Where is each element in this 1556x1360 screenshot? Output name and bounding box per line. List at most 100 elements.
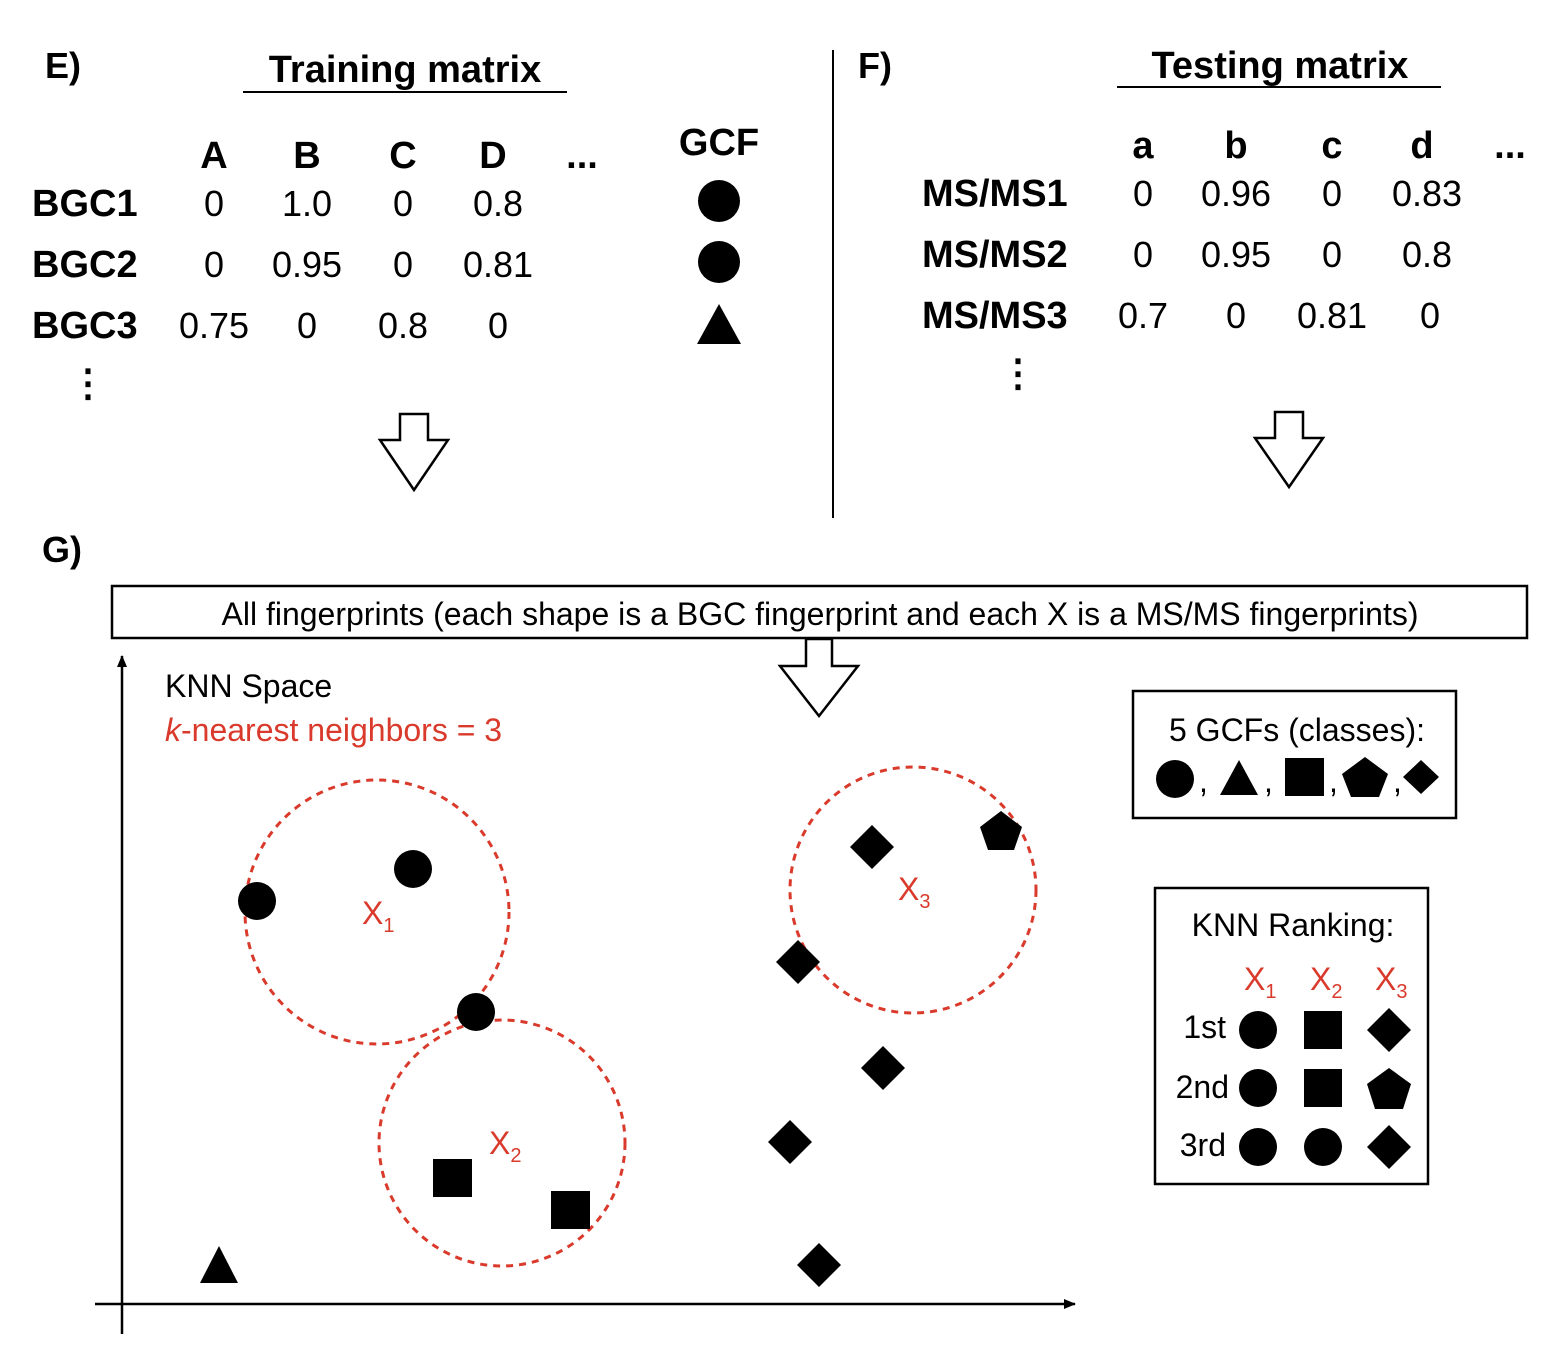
fingerprints-caption: All fingerprints (each shape is a BGC fi… (222, 596, 1419, 632)
train-col-header: C (389, 135, 416, 177)
diamond-icon (1367, 1125, 1411, 1169)
msms-row-label: MS/MS1 (922, 173, 1068, 215)
legend-separator: , (1199, 763, 1208, 799)
triangle-icon (200, 1246, 238, 1283)
circle-icon (1156, 760, 1194, 798)
rank-label: 2nd (1176, 1069, 1229, 1105)
pentagon-icon (980, 811, 1022, 850)
diamond-icon (776, 940, 820, 984)
train-cell: 0 (297, 305, 317, 346)
train-cell: 0.95 (272, 244, 342, 285)
panel-g-label: G) (42, 529, 82, 570)
train-cell: 1.0 (282, 183, 332, 224)
training-matrix-title: Training matrix (269, 49, 541, 91)
pentagon-icon (1367, 1068, 1411, 1109)
train-cell: 0 (393, 183, 413, 224)
panel-e: E) Training matrix A B C D ... GCF BGC1 … (32, 45, 759, 493)
train-col-header: A (200, 135, 227, 177)
down-arrow-icon (777, 637, 861, 719)
square-icon (433, 1159, 472, 1197)
fingerprints-caption-box (110, 584, 1529, 640)
ranking-header-x3: X3 (1375, 961, 1407, 1003)
circle-icon (1239, 1069, 1277, 1107)
circle-icon (394, 850, 432, 888)
train-col-header: B (293, 135, 320, 177)
query-x1-base: X (362, 895, 383, 931)
pentagon-icon (1342, 757, 1388, 797)
circle-icon (238, 882, 276, 920)
square-icon (551, 1191, 590, 1229)
ranking-header-x1-base: X (1244, 961, 1265, 997)
legend-separator: , (1264, 763, 1273, 799)
x2-neighborhood-circle (377, 1018, 627, 1268)
circle-icon (457, 993, 495, 1031)
gcf-legend-box (1131, 689, 1458, 820)
query-x3-base: X (898, 871, 919, 907)
legend-separator: , (1393, 763, 1402, 799)
train-cell: 0.8 (473, 183, 523, 224)
circle-icon (1304, 1128, 1342, 1166)
test-cell: 0.95 (1201, 234, 1271, 275)
test-cell: 0 (1226, 295, 1246, 336)
msms-row-label: MS/MS2 (922, 234, 1068, 276)
k-neighbors-text: -nearest neighbors = 3 (181, 712, 502, 748)
ranking-header-x1: X1 (1244, 961, 1276, 1003)
knn-space-title: KNN Space (165, 668, 332, 704)
bgc-row-label: BGC1 (32, 183, 138, 225)
ranking-header-x2: X2 (1310, 961, 1342, 1003)
k-symbol: k (165, 712, 183, 748)
test-cell: 0 (1322, 173, 1342, 214)
knn-ranking-title: KNN Ranking: (1192, 907, 1395, 943)
query-x1-label: X1 (362, 895, 394, 937)
test-cell: 0.81 (1297, 295, 1367, 336)
test-cell: 0.7 (1118, 295, 1168, 336)
test-cell: 0.96 (1201, 173, 1271, 214)
train-col-header: D (479, 135, 506, 177)
diamond-icon (850, 825, 894, 869)
triangle-icon (697, 304, 741, 344)
triangle-icon (1220, 760, 1258, 795)
query-x2-label: X2 (489, 1125, 521, 1167)
bgc-row-label: BGC3 (32, 305, 138, 347)
test-cell: 0 (1420, 295, 1440, 336)
panel-f-label: F) (858, 45, 892, 86)
ranking-header-x3-sub: 3 (1396, 981, 1407, 1003)
x3-neighborhood-circle (788, 765, 1038, 1015)
query-x2-sub: 2 (510, 1145, 521, 1167)
test-cell: 0.83 (1392, 173, 1462, 214)
test-col-ellipsis: ... (1494, 125, 1526, 167)
query-x3-sub: 3 (919, 891, 930, 913)
legend-separator: , (1329, 763, 1338, 799)
square-icon (1304, 1011, 1342, 1049)
panel-f: F) Testing matrix a b c d ... MS/MS1 0 0… (858, 45, 1526, 490)
test-col-header: b (1224, 125, 1247, 167)
query-x3-label: X3 (898, 871, 930, 913)
query-x1-sub: 1 (383, 915, 394, 937)
ranking-header-x2-base: X (1310, 961, 1331, 997)
down-arrow-icon (1252, 410, 1326, 490)
test-cell: 0 (1322, 234, 1342, 275)
ranking-header-x1-sub: 1 (1265, 981, 1276, 1003)
gcf-legend-title: 5 GCFs (classes): (1169, 712, 1425, 748)
circle-icon (1239, 1128, 1277, 1166)
train-cell: 0.81 (463, 244, 533, 285)
test-cell: 0.8 (1402, 234, 1452, 275)
square-icon (1285, 758, 1324, 796)
square-icon (1304, 1069, 1342, 1107)
diamond-icon (1367, 1008, 1411, 1052)
k-neighbors-label: k-nearest neighbors = 3 (165, 712, 502, 748)
test-cell: 0 (1133, 234, 1153, 275)
rank-label: 3rd (1180, 1127, 1226, 1163)
test-col-header: a (1132, 125, 1154, 167)
diamond-icon (797, 1243, 841, 1287)
circle-icon (1239, 1011, 1277, 1049)
train-cell: 0 (204, 244, 224, 285)
diamond-icon (1403, 760, 1439, 794)
diamond-icon (861, 1046, 905, 1090)
panel-g: G) All fingerprints (each shape is a BGC… (42, 529, 1529, 1334)
test-cell: 0 (1133, 173, 1153, 214)
gcf-header: GCF (679, 122, 759, 164)
query-x2-base: X (489, 1125, 510, 1161)
msms-row-label: MS/MS3 (922, 295, 1068, 337)
test-col-header: d (1410, 125, 1433, 167)
